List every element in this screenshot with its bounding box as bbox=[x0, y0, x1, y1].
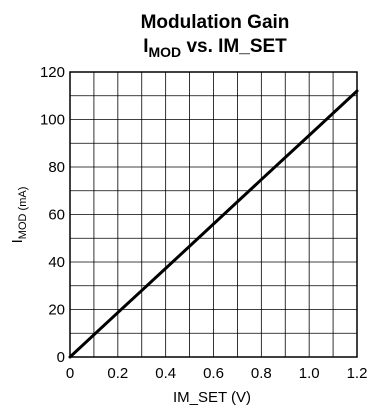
subtitle-sub: MOD bbox=[149, 44, 182, 60]
y-tick-label: 0 bbox=[57, 349, 65, 366]
y-tick-label: 80 bbox=[48, 159, 65, 176]
x-tick-label: 0.2 bbox=[107, 365, 128, 382]
x-tick-label: 0 bbox=[66, 365, 74, 382]
x-tick-label: 0.6 bbox=[203, 365, 224, 382]
x-tick-label: 1.2 bbox=[347, 365, 368, 382]
y-tick-label: 60 bbox=[48, 207, 65, 224]
y-tick-labels: 0 20 40 60 80 100 120 bbox=[40, 64, 65, 366]
subtitle-rest: vs. IM_SET bbox=[181, 36, 287, 57]
plot-border bbox=[69, 71, 358, 358]
series-line bbox=[68, 89, 359, 359]
ylabel-sub: MOD bbox=[17, 213, 29, 239]
chart-subtitle: IMOD vs. IM_SET bbox=[143, 36, 287, 60]
x-tick-label: 0.8 bbox=[251, 365, 272, 382]
subtitle-main: I bbox=[143, 36, 148, 57]
ylabel-main: I bbox=[9, 239, 26, 243]
ylabel-unit: (mA) bbox=[17, 187, 29, 214]
x-axis-label: IM_SET (V) bbox=[173, 389, 251, 406]
x-tick-labels: 0 0.2 0.4 0.6 0.8 1.0 1.2 bbox=[66, 365, 368, 382]
y-tick-label: 40 bbox=[48, 254, 65, 271]
y-tick-label: 100 bbox=[40, 112, 65, 129]
series-group bbox=[68, 89, 359, 359]
y-tick-label: 120 bbox=[40, 64, 65, 81]
x-tick-label: 0.4 bbox=[155, 365, 176, 382]
y-tick-label: 20 bbox=[48, 302, 65, 319]
plot-frame bbox=[69, 71, 358, 358]
chart-title: Modulation Gain bbox=[141, 12, 290, 33]
y-axis-label: IMOD (mA) bbox=[9, 187, 29, 244]
x-tick-label: 1.0 bbox=[299, 365, 320, 382]
grid bbox=[70, 72, 357, 357]
